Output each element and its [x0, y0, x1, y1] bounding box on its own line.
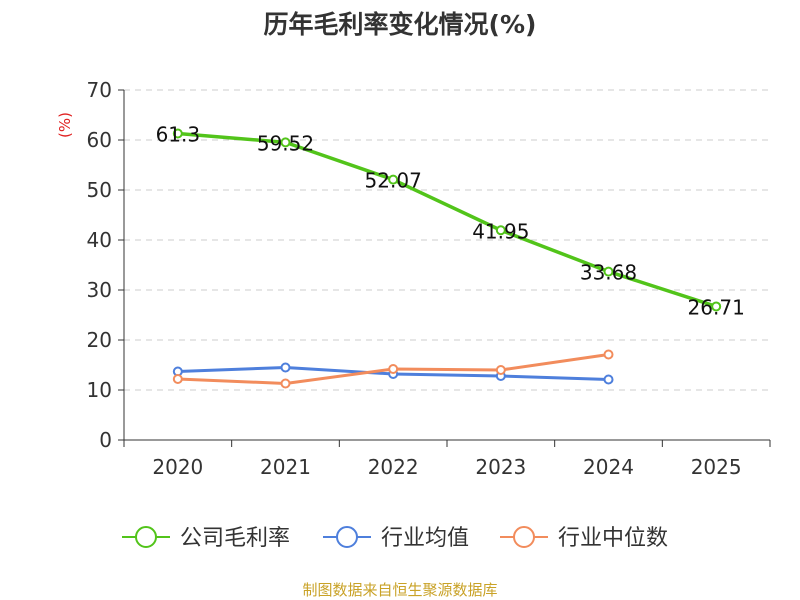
- x-tick-label: 2025: [691, 455, 742, 479]
- data-label: 52.07: [365, 169, 422, 193]
- data-point[interactable]: [603, 374, 614, 385]
- y-tick-label: 40: [87, 228, 112, 252]
- data-label: 33.68: [580, 261, 637, 285]
- data-point[interactable]: [711, 301, 722, 312]
- y-tick-label: 30: [87, 278, 112, 302]
- data-point[interactable]: [495, 365, 506, 375]
- legend-label: 行业中位数: [558, 526, 668, 551]
- data-point[interactable]: [603, 349, 614, 360]
- data-point[interactable]: [388, 174, 399, 185]
- data-point[interactable]: [280, 362, 291, 373]
- data-point[interactable]: [603, 266, 614, 277]
- data-labels: 61.3 59.52 52.07 41.95 33.68 26.71: [156, 123, 745, 320]
- x-tick-label: 2021: [260, 455, 311, 479]
- data-point[interactable]: [172, 374, 183, 384]
- series-line: [177, 131, 717, 309]
- data-label: 41.95: [472, 219, 529, 243]
- y-axis-unit: (%): [56, 112, 74, 138]
- x-tick-label: 2022: [368, 455, 419, 479]
- legend[interactable]: 公司毛利率 行业均值 行业中位数: [122, 526, 668, 551]
- legend-marker: [513, 526, 535, 548]
- y-tick-label: 10: [87, 378, 112, 402]
- legend-item[interactable]: 行业均值: [323, 526, 469, 551]
- y-tick-label: 20: [87, 328, 112, 352]
- legend-item[interactable]: 公司毛利率: [122, 526, 290, 551]
- y-tick-label: 50: [87, 178, 112, 202]
- legend-label: 公司毛利率: [180, 526, 290, 551]
- legend-label: 行业均值: [381, 526, 469, 551]
- y-tick-label: 0: [99, 428, 112, 452]
- chart-title: 历年毛利率变化情况(%): [264, 10, 537, 39]
- data-label: 26.71: [688, 295, 745, 319]
- footer-source: 制图数据来自恒生聚源数据库: [302, 581, 497, 599]
- data-point[interactable]: [388, 364, 399, 374]
- y-tick-label: 70: [87, 78, 112, 102]
- data-point[interactable]: [172, 128, 183, 139]
- data-label: 59.52: [257, 131, 314, 155]
- legend-marker: [135, 526, 157, 548]
- data-point[interactable]: [495, 225, 506, 236]
- grid: [124, 89, 770, 391]
- data-point[interactable]: [280, 378, 291, 389]
- legend-item[interactable]: 行业中位数: [500, 526, 668, 551]
- axes: 0 10 20 30 40 50 60 70 2020 2021 2022 2023 2024 2025: [87, 78, 771, 479]
- x-tick-label: 2024: [583, 455, 634, 479]
- x-tick-label: 2020: [152, 455, 203, 479]
- y-tick-label: 60: [87, 128, 112, 152]
- legend-marker: [336, 526, 358, 548]
- x-tick-label: 2023: [475, 455, 526, 479]
- series: [172, 128, 722, 389]
- data-point[interactable]: [280, 137, 291, 148]
- data-label: 61.3: [156, 123, 201, 147]
